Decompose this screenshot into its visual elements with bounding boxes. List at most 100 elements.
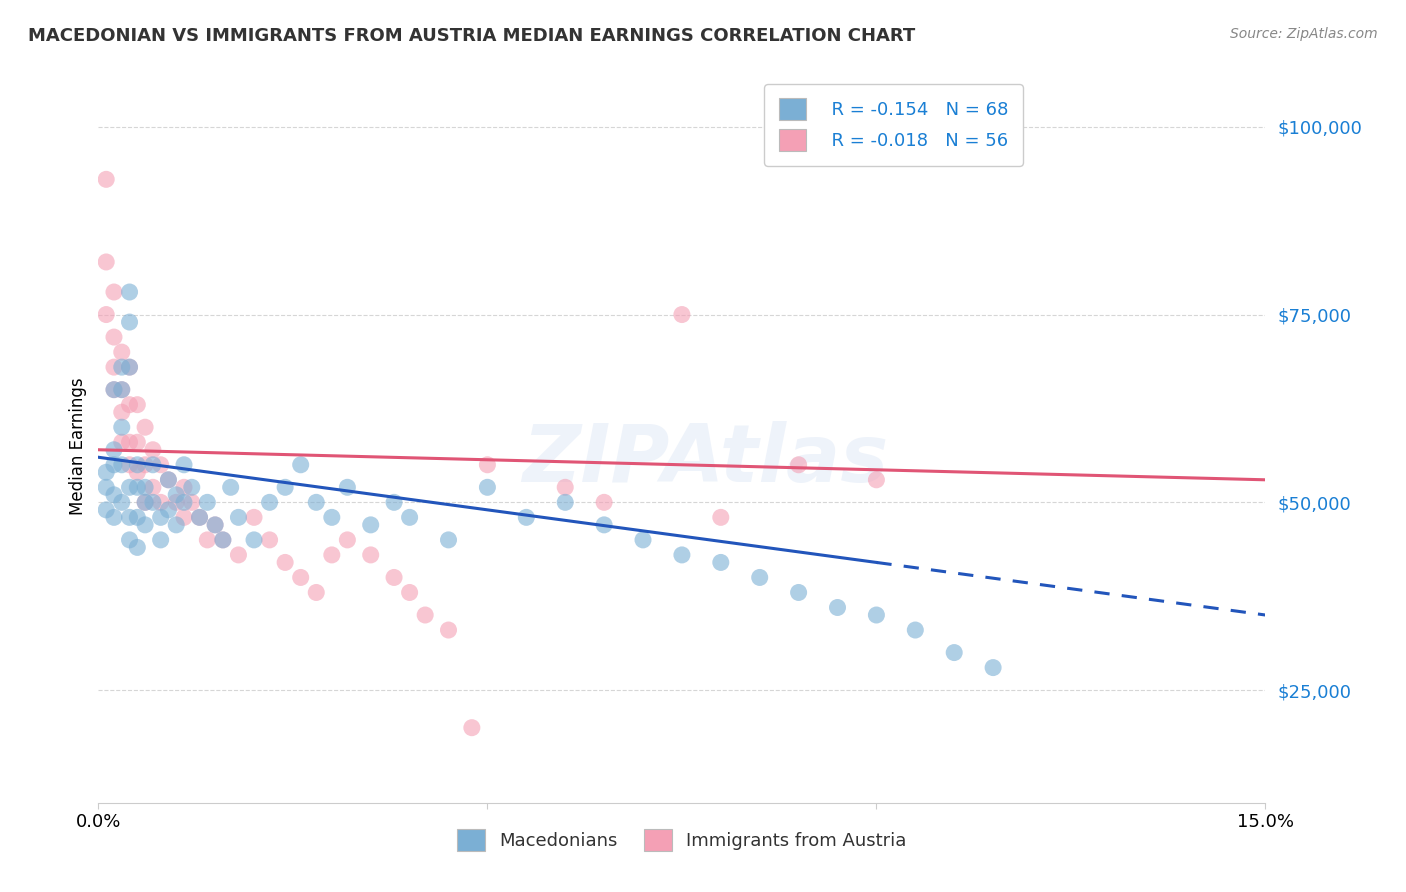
Point [173, 458, 195, 472]
Point [142, 495, 165, 509]
Point [477, 480, 499, 494]
Point [103, 488, 125, 502]
Point [259, 533, 281, 547]
Point [103, 458, 125, 472]
Point [515, 510, 537, 524]
Point [305, 495, 328, 509]
Point [118, 360, 141, 375]
Legend: Macedonians, Immigrants from Austria: Macedonians, Immigrants from Austria [450, 822, 914, 858]
Point [321, 510, 343, 524]
Point [118, 480, 141, 494]
Point [631, 533, 654, 547]
Point [157, 473, 180, 487]
Point [134, 495, 156, 509]
Point [336, 533, 359, 547]
Point [228, 548, 250, 562]
Point [127, 480, 149, 494]
Point [134, 495, 156, 509]
Point [180, 480, 202, 494]
Point [127, 458, 149, 472]
Point [787, 458, 810, 472]
Point [173, 480, 195, 494]
Point [219, 480, 242, 494]
Point [943, 646, 966, 660]
Point [111, 360, 134, 375]
Point [173, 510, 195, 524]
Point [748, 570, 770, 584]
Point [382, 495, 405, 509]
Point [437, 533, 460, 547]
Point [173, 495, 195, 509]
Point [142, 458, 165, 472]
Point [111, 345, 134, 359]
Point [827, 600, 849, 615]
Point [593, 517, 616, 532]
Y-axis label: Median Earnings: Median Earnings [69, 377, 87, 515]
Point [710, 556, 733, 570]
Point [461, 721, 484, 735]
Point [981, 660, 1004, 674]
Point [398, 510, 420, 524]
Point [360, 548, 382, 562]
Point [195, 533, 218, 547]
Point [118, 533, 141, 547]
Point [127, 510, 149, 524]
Point [904, 623, 927, 637]
Point [149, 533, 172, 547]
Point [243, 533, 266, 547]
Point [336, 480, 359, 494]
Point [118, 510, 141, 524]
Point [398, 585, 420, 599]
Point [477, 458, 499, 472]
Point [111, 435, 134, 450]
Point [710, 510, 733, 524]
Point [118, 398, 141, 412]
Point [413, 607, 436, 622]
Point [127, 398, 149, 412]
Point [188, 510, 211, 524]
Point [671, 308, 693, 322]
Point [96, 503, 118, 517]
Text: Source: ZipAtlas.com: Source: ZipAtlas.com [1230, 27, 1378, 41]
Point [149, 458, 172, 472]
Point [111, 383, 134, 397]
Point [274, 480, 297, 494]
Point [157, 503, 180, 517]
Point [103, 360, 125, 375]
Point [103, 285, 125, 299]
Text: ZIPAtlas: ZIPAtlas [522, 421, 889, 500]
Point [212, 533, 235, 547]
Point [360, 517, 382, 532]
Point [103, 330, 125, 344]
Point [290, 458, 312, 472]
Point [382, 570, 405, 584]
Point [103, 442, 125, 457]
Point [321, 548, 343, 562]
Point [228, 510, 250, 524]
Point [96, 308, 118, 322]
Point [165, 488, 187, 502]
Point [149, 495, 172, 509]
Point [96, 465, 118, 479]
Point [259, 495, 281, 509]
Point [134, 517, 156, 532]
Point [274, 556, 297, 570]
Point [118, 360, 141, 375]
Point [865, 473, 887, 487]
Point [437, 623, 460, 637]
Point [243, 510, 266, 524]
Point [593, 495, 616, 509]
Point [204, 517, 226, 532]
Point [554, 495, 576, 509]
Point [96, 172, 118, 186]
Point [103, 510, 125, 524]
Point [195, 495, 218, 509]
Point [554, 480, 576, 494]
Point [165, 495, 187, 509]
Point [96, 480, 118, 494]
Point [212, 533, 235, 547]
Point [165, 517, 187, 532]
Point [180, 495, 202, 509]
Point [188, 510, 211, 524]
Point [134, 420, 156, 434]
